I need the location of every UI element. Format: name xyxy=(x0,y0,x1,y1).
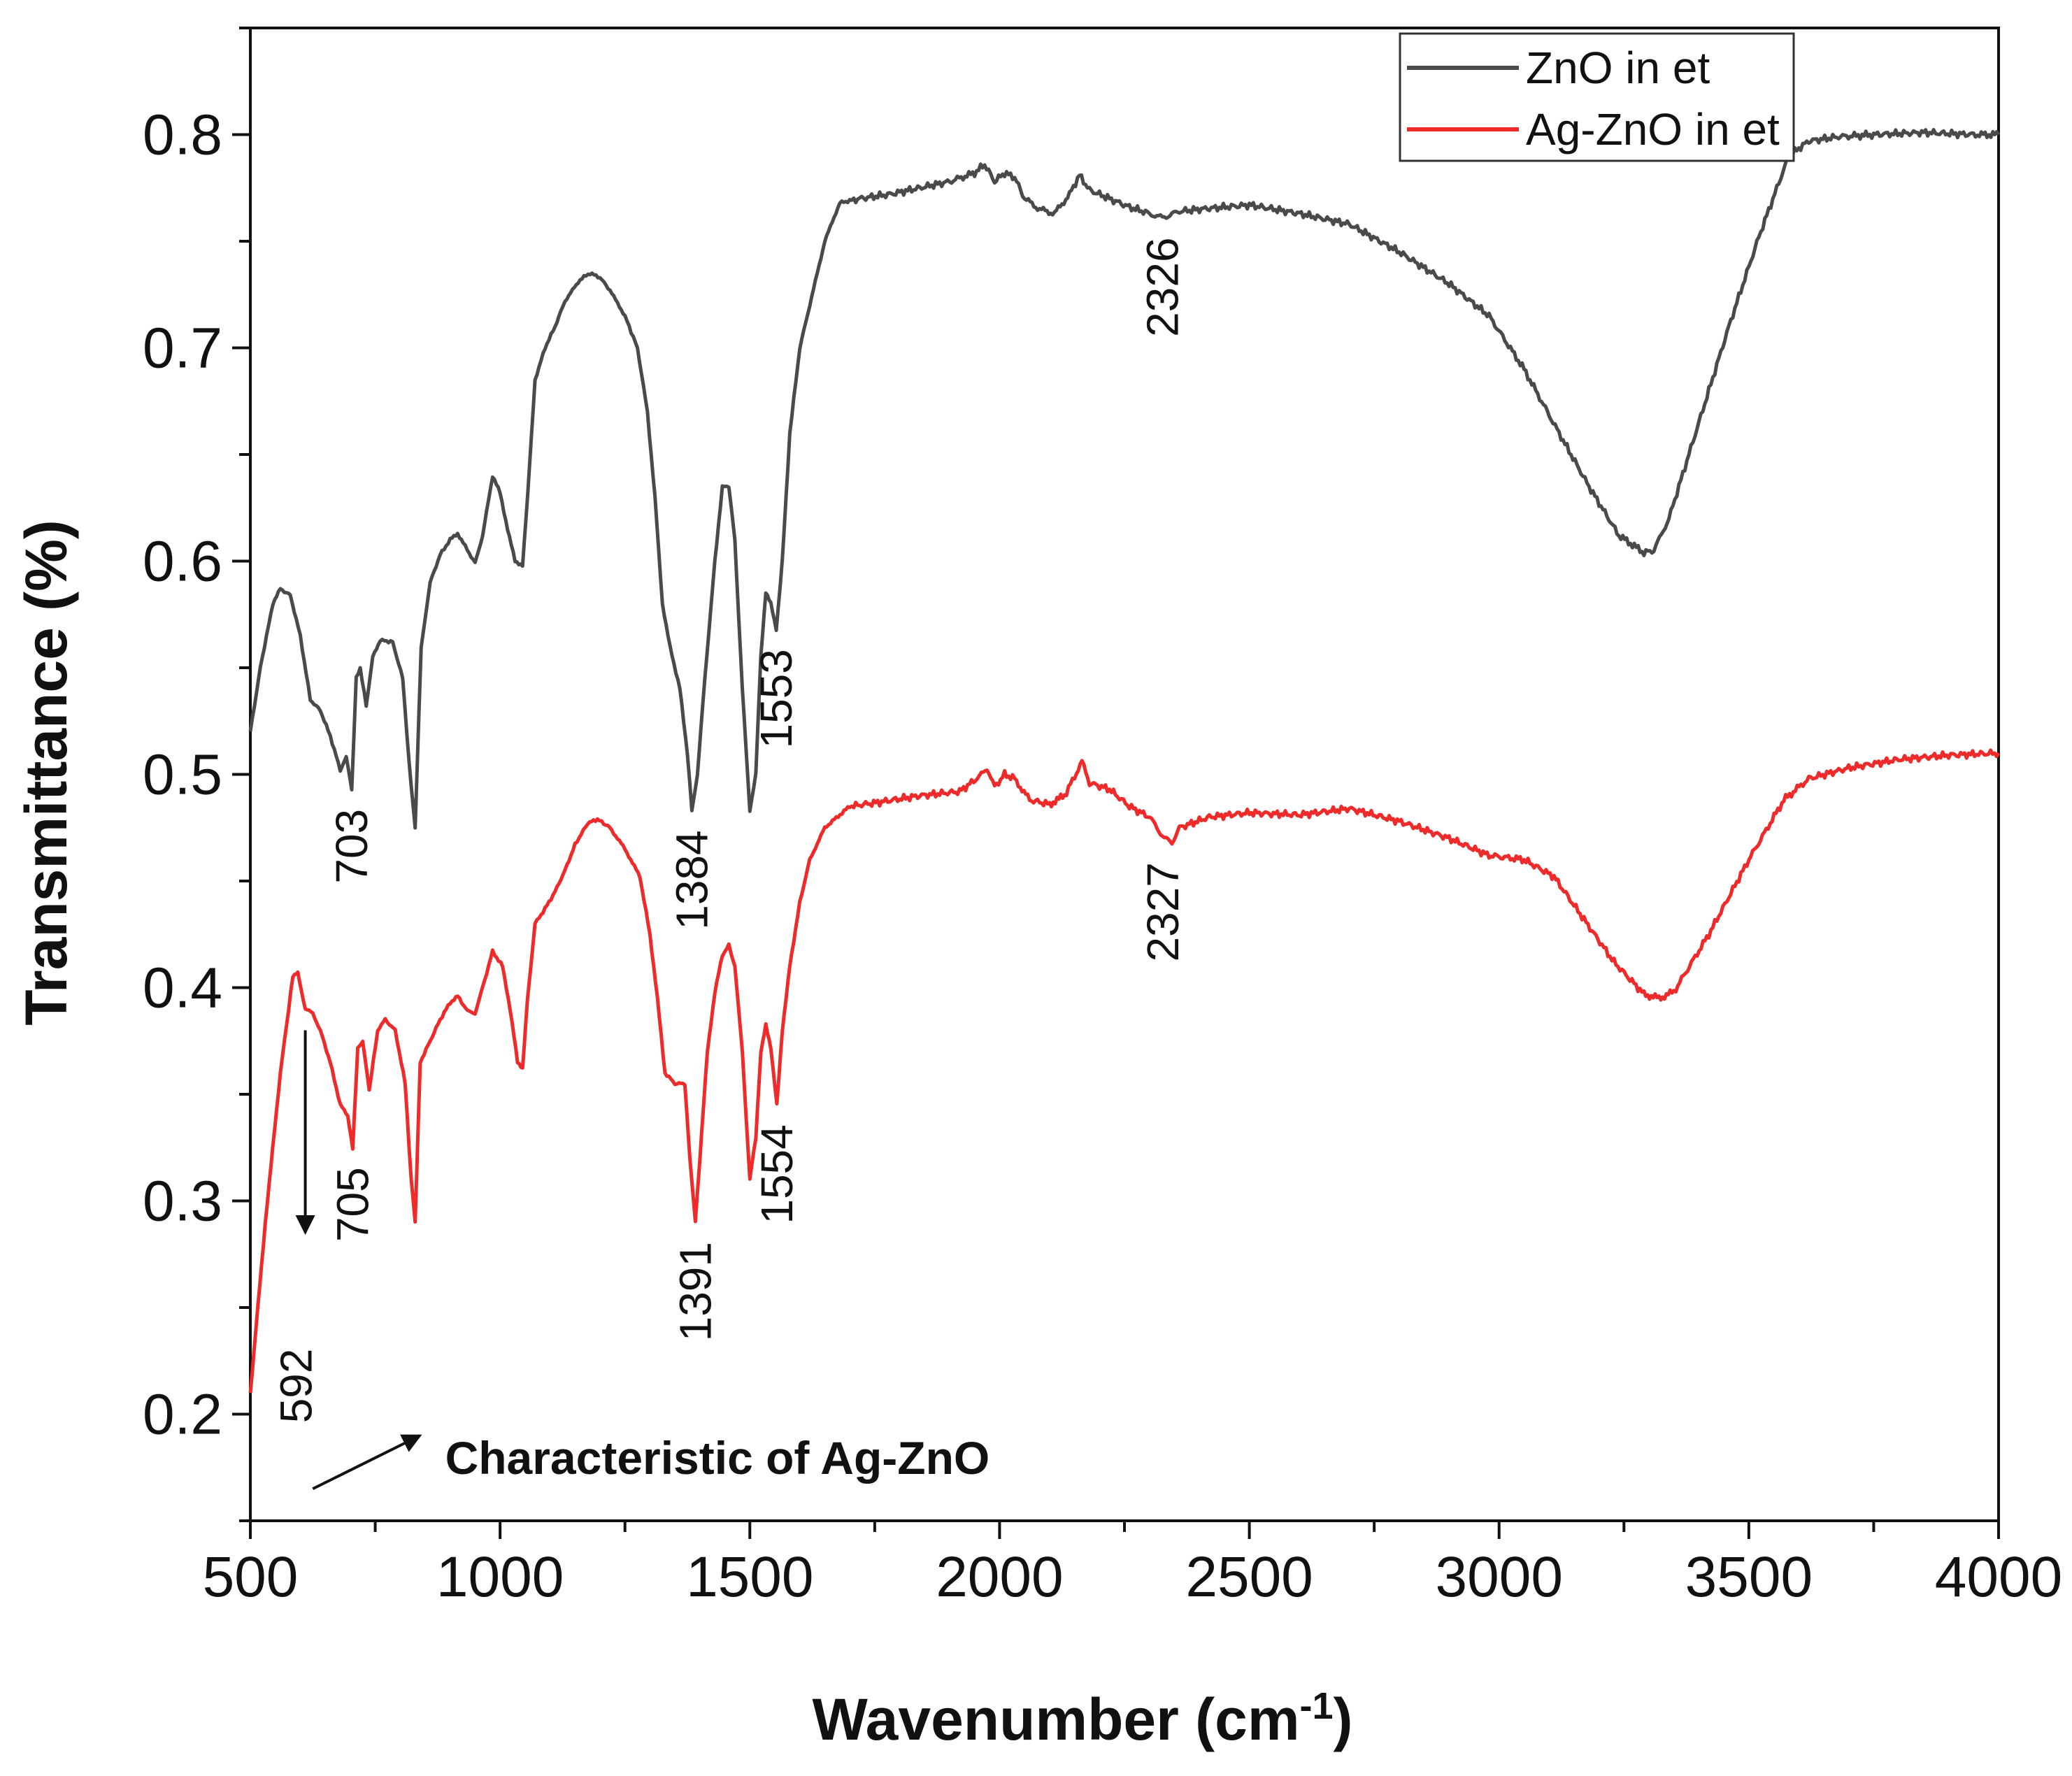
series-layer xyxy=(248,128,2001,1394)
peak-label: 2327 xyxy=(1138,862,1188,961)
y-tick-label: 0.6 xyxy=(143,530,222,594)
x-tick-label: 500 xyxy=(203,1545,299,1609)
pointer-arrow xyxy=(312,1434,422,1491)
peak-labels: 703 1384 1553 2326 705 1391 1554 2327 592 xyxy=(271,237,1188,1423)
x-tick-label: 2500 xyxy=(1185,1545,1313,1609)
series-line-ag-zno xyxy=(248,748,2001,1394)
y-tick-label: 0.8 xyxy=(143,103,222,167)
annotation: Characteristic of Ag-ZnO xyxy=(295,1030,990,1491)
peak-label: 2326 xyxy=(1137,237,1187,336)
peak-label: 592 xyxy=(271,1349,322,1424)
peak-label: 1553 xyxy=(751,649,801,748)
x-axis-title-superscript: -1 xyxy=(1300,1685,1334,1727)
x-tick-label: 4000 xyxy=(1935,1545,2062,1609)
y-tick-label: 0.5 xyxy=(143,743,222,807)
peak-label: 705 xyxy=(327,1167,378,1242)
legend-label-zno: ZnO in et xyxy=(1526,43,1710,93)
peak-label: 1391 xyxy=(670,1242,720,1341)
x-axis-title-main: Wavenumber (cm xyxy=(812,1687,1299,1752)
x-tick-label: 1000 xyxy=(436,1545,564,1609)
x-axis-title-close: ) xyxy=(1334,1687,1353,1752)
x-tick-label: 3500 xyxy=(1685,1545,1813,1609)
peak-label: 1554 xyxy=(752,1124,802,1224)
y-tick-label: 0.7 xyxy=(143,317,222,380)
x-tick-label: 2000 xyxy=(936,1545,1063,1609)
y-tick-label: 0.2 xyxy=(143,1383,222,1447)
y-axis-title: Transmittance (%) xyxy=(13,520,79,1026)
legend: ZnO in et Ag-ZnO in et xyxy=(1399,32,1795,162)
x-axis-ticks: 500 1000 1500 2000 2500 3000 3500 4000 xyxy=(203,1521,2062,1609)
annotation-text: Characteristic of Ag-ZnO xyxy=(445,1432,990,1484)
x-axis-title: Wavenumber (cm-1) xyxy=(812,1685,1352,1752)
peak-label: 703 xyxy=(327,809,377,884)
y-tick-label: 0.4 xyxy=(143,957,222,1020)
legend-label-ag-zno: Ag-ZnO in et xyxy=(1526,104,1780,155)
plot-frame xyxy=(249,27,2000,1522)
series-line-zno xyxy=(248,128,2001,830)
y-axis-ticks: 0.2 0.3 0.4 0.5 0.6 0.7 0.8 xyxy=(143,27,250,1522)
y-tick-label: 0.3 xyxy=(143,1170,222,1233)
legend-box xyxy=(1399,32,1795,162)
x-tick-label: 1500 xyxy=(686,1545,813,1609)
peak-label: 1384 xyxy=(666,830,717,929)
x-tick-label: 3000 xyxy=(1436,1545,1563,1609)
